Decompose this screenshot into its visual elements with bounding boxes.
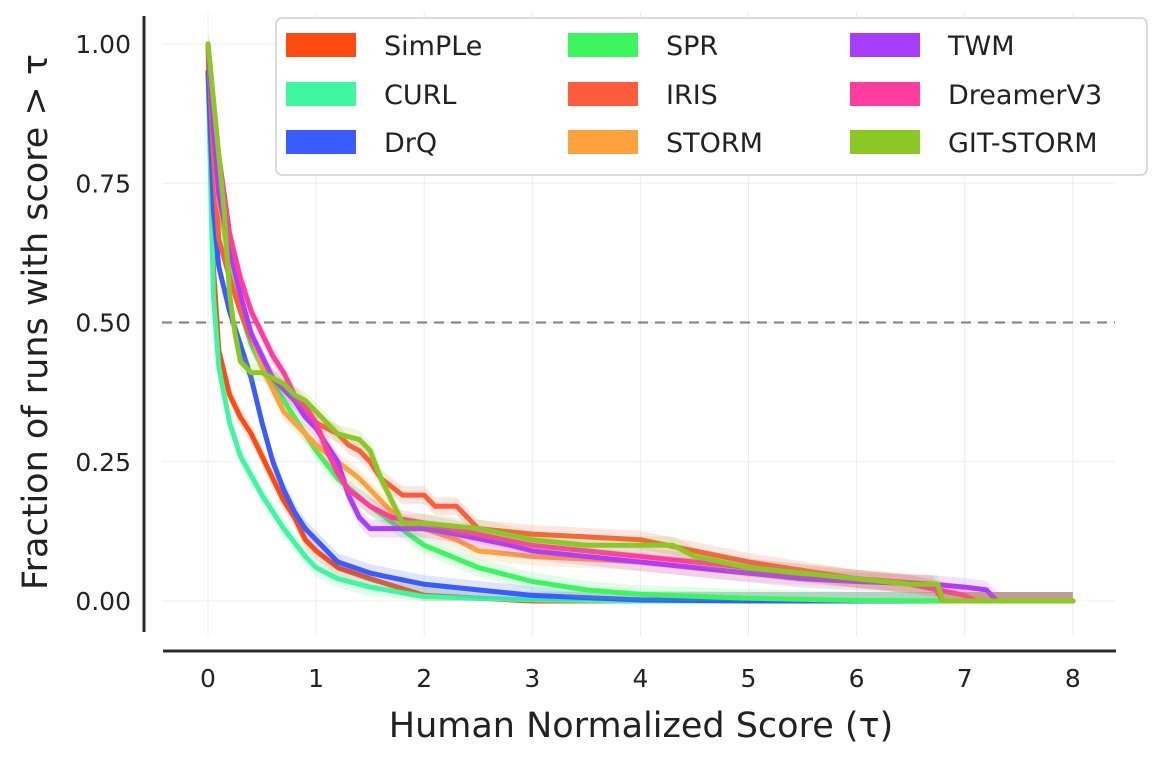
legend-label: TWM — [947, 31, 1015, 62]
x-tick-label: 0 — [200, 664, 216, 693]
legend-label: IRIS — [666, 80, 718, 111]
legend-item: CURL — [286, 80, 456, 111]
legend-swatch — [850, 130, 920, 154]
legend-swatch — [286, 82, 356, 106]
x-axis-ticks: 0 1 2 3 4 5 6 7 8 — [200, 664, 1081, 693]
legend-swatch — [286, 130, 356, 154]
legend: SimPLe CURL DrQ SPR IRIS STORM TWM DreamerV3 GIT… — [275, 17, 1148, 176]
legend-swatch — [850, 82, 920, 106]
legend-label: SimPLe — [384, 31, 482, 62]
x-tick-label: 7 — [957, 664, 973, 693]
legend-swatch — [850, 33, 920, 57]
series-line-simple — [205, 41, 1076, 604]
x-axis-label: Human Normalized Score (τ) — [389, 706, 894, 746]
legend-label: GIT-STORM — [948, 128, 1098, 159]
y-tick-label: 0.75 — [75, 169, 131, 198]
x-tick-label: 3 — [524, 664, 540, 693]
legend-label: SPR — [666, 31, 718, 62]
legend-label: DreamerV3 — [948, 80, 1102, 111]
legend-swatch — [568, 130, 638, 154]
legend-item: IRIS — [568, 80, 718, 111]
legend-swatch — [568, 33, 638, 57]
x-tick-label: 6 — [849, 664, 865, 693]
x-tick-label: 5 — [741, 664, 757, 693]
y-tick-label: 1.00 — [75, 30, 131, 59]
legend-label: DrQ — [384, 128, 437, 159]
x-tick-label: 2 — [416, 664, 432, 693]
series-band-curl — [208, 62, 1073, 602]
legend-item: STORM — [568, 128, 763, 159]
legend-swatch — [286, 33, 356, 57]
series-line-curl — [205, 69, 1076, 604]
legend-item: GIT-STORM — [850, 128, 1098, 159]
y-axis-ticks: 0.00 0.25 0.50 0.75 1.00 — [75, 30, 131, 616]
x-tick-label: 1 — [308, 664, 324, 693]
series-line-git-storm — [205, 41, 1076, 604]
legend-item: SimPLe — [286, 31, 482, 62]
legend-swatch — [568, 82, 638, 106]
x-tick-label: 8 — [1065, 664, 1081, 693]
legend-label: CURL — [384, 80, 456, 111]
series-line-twm — [205, 41, 1076, 604]
legend-label: STORM — [666, 128, 763, 159]
legend-item: DreamerV3 — [850, 80, 1102, 111]
legend-item: DrQ — [286, 128, 437, 159]
legend-item: TWM — [850, 31, 1015, 62]
x-tick-label: 4 — [632, 664, 648, 693]
legend-item: SPR — [568, 31, 718, 62]
legend-box — [275, 17, 1148, 176]
series-layer — [205, 35, 1076, 604]
y-tick-label: 0.00 — [75, 587, 131, 616]
y-tick-label: 0.50 — [75, 309, 131, 338]
y-axis-label: Fraction of runs with score > τ — [16, 54, 56, 590]
y-tick-label: 0.25 — [75, 448, 131, 477]
